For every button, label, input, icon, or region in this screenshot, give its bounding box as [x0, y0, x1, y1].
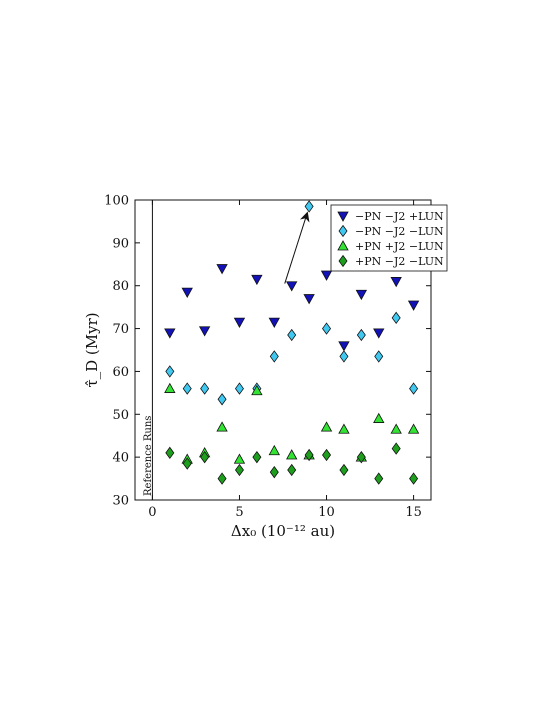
data-point: [269, 350, 279, 363]
x-tick-label: 0: [148, 505, 156, 520]
data-point: [338, 423, 350, 434]
data-point: [234, 382, 244, 395]
data-point: [286, 281, 298, 292]
data-point: [287, 463, 297, 477]
data-point: [269, 465, 279, 479]
legend: −PN −J2 +LUN −PN −J2 −LUN +PN +J2 −LUN +PN …: [330, 204, 448, 272]
data-point: [390, 277, 402, 288]
legend-entry: −PN −J2 −LUN: [355, 225, 444, 238]
y-tick-label: 40: [112, 451, 129, 466]
data-point: [251, 274, 263, 286]
data-point: [407, 300, 420, 311]
data-point: [338, 341, 350, 352]
legend-entry: +PN +J2 −LUN: [355, 240, 444, 253]
axis-ticks: 0 5 10 15 30 40 50 60 70 80 90 100: [104, 194, 431, 520]
data-point: [322, 322, 332, 335]
data-point: [374, 350, 384, 363]
x-axis-label: Δx₀ (10⁻¹² au): [231, 522, 335, 540]
data-point: [409, 382, 419, 395]
data-point: [217, 393, 227, 406]
data-point: [409, 472, 419, 485]
data-points: [164, 200, 420, 485]
data-point: [374, 472, 384, 485]
data-point: [286, 449, 298, 460]
data-point: [304, 448, 314, 462]
x-tick-label: 15: [405, 505, 422, 520]
data-point: [268, 444, 280, 456]
data-point: [391, 442, 401, 455]
legend-marker: [338, 254, 348, 268]
data-point: [164, 382, 176, 393]
legend-box: [330, 204, 448, 272]
data-point: [356, 450, 366, 464]
data-point: [251, 384, 263, 396]
data-point: [181, 287, 193, 298]
legend-marker: [337, 240, 349, 251]
data-point: [233, 317, 246, 328]
data-point: [165, 365, 175, 378]
y-tick-label: 60: [112, 365, 129, 380]
y-tick-label: 70: [112, 322, 129, 337]
data-point: [252, 450, 262, 464]
data-point: [390, 423, 402, 434]
data-point: [320, 421, 333, 432]
annotation-arrow: [284, 211, 310, 284]
y-tick-label: 90: [112, 236, 129, 251]
data-point: [164, 328, 176, 339]
data-point: [287, 328, 297, 342]
data-point: [165, 446, 175, 460]
x-tick-label: 5: [235, 505, 243, 520]
reference-label: Reference Runs: [143, 416, 154, 496]
plot-frame: [134, 199, 432, 501]
data-point: [320, 270, 333, 281]
data-point: [216, 264, 228, 275]
data-point: [303, 294, 315, 305]
y-axis-label: τ̂_D (Myr): [83, 312, 101, 387]
y-tick-label: 30: [112, 494, 129, 509]
y-tick-label: 100: [104, 194, 129, 209]
data-point: [339, 350, 349, 363]
data-point: [216, 421, 228, 432]
data-point: [322, 448, 332, 462]
data-point: [304, 200, 314, 213]
data-point: [373, 328, 385, 339]
y-tick-label: 80: [112, 279, 129, 294]
data-point: [391, 311, 401, 325]
data-point: [233, 453, 246, 464]
data-point: [339, 463, 349, 477]
data-point: [407, 423, 420, 434]
legend-entry: +PN −J2 −LUN: [355, 255, 444, 268]
data-point: [182, 382, 192, 395]
y-tick-label: 50: [112, 408, 129, 423]
data-point: [356, 328, 366, 342]
data-point: [373, 412, 385, 423]
legend-marker: [337, 211, 349, 222]
data-point: [200, 382, 210, 395]
data-point: [268, 317, 280, 328]
legend-marker: [338, 224, 348, 238]
data-point: [200, 450, 210, 464]
data-point: [234, 463, 244, 477]
data-point: [217, 472, 227, 485]
x-tick-label: 10: [318, 505, 335, 520]
data-point: [198, 326, 211, 337]
legend-entry: −PN −J2 +LUN: [355, 210, 444, 223]
data-point: [182, 457, 192, 470]
data-point: [355, 289, 368, 301]
